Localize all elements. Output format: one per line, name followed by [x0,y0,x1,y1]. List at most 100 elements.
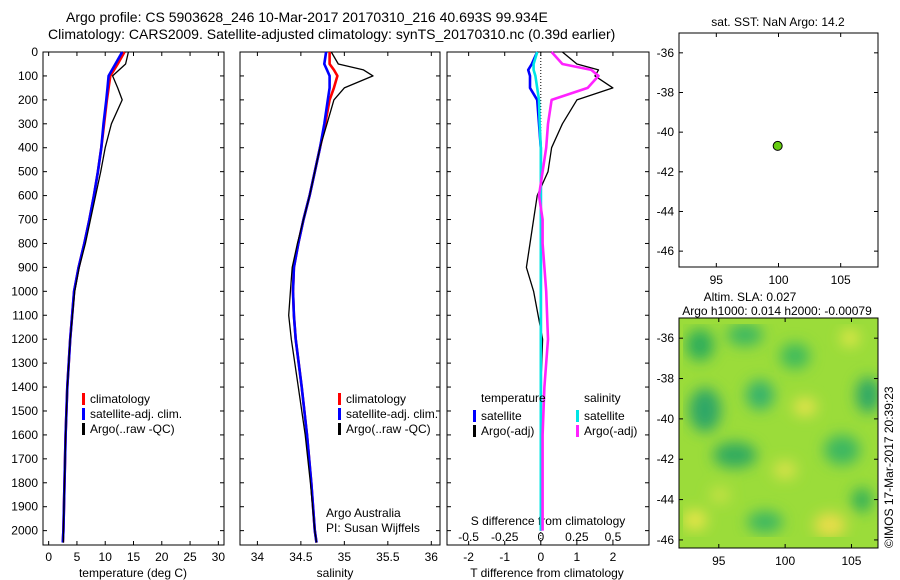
temperature-legend-label: satellite-adj. clim. [90,407,182,421]
depth-tick-label: 700 [18,213,38,227]
altimetry-y-tick-label: -40 [657,412,675,426]
depth-tick-label: 1700 [11,452,38,466]
salinity-legend-label: satellite-adj. clim. [346,407,438,421]
difference-legend-label: Argo(-adj) [481,424,534,438]
temperature-legend-label: Argo(..raw -QC) [90,422,175,436]
difference-top-tick-label: -0.5 [458,530,479,544]
difference-top-tick-label: -0.25 [491,530,519,544]
depth-tick-label: 1000 [11,284,38,298]
salinity-series-line [291,52,339,543]
temperature-x-tick-label: 5 [74,550,81,564]
altimetry-y-tick-label: -36 [657,331,675,345]
altimetry-y-tick-label: -38 [657,372,675,386]
location-sst-x-tick-label: 95 [710,273,724,287]
location-sst-y-tick-label: -36 [657,46,675,60]
location-sst-x-tick-label: 100 [768,273,788,287]
temperature-legend-swatch [82,423,85,435]
temperature-legend-swatch [82,408,85,420]
location-sst-x-tick-label: 105 [831,273,851,287]
figure-title: Argo profile: CS 5903628_246 10-Mar-2017… [66,9,548,25]
depth-tick-label: 1100 [12,308,38,322]
location-sst-y-tick-label: -42 [657,165,675,179]
difference-top-xlabel: S difference from climatology [471,514,626,528]
salinity-x-tick-label: 35.5 [376,550,400,564]
salinity-legend-label: climatology [346,392,406,406]
difference-legend-label: satellite [481,409,522,423]
altimetry-x-tick-label: 95 [712,554,726,568]
difference-x-tick-label: 2 [610,550,617,564]
difference-top-tick-label: 0.25 [565,530,589,544]
depth-tick-label: 1800 [11,476,38,490]
difference-x-tick-label: 1 [574,550,581,564]
temperature-x-tick-label: 20 [155,550,169,564]
temperature-x-tick-label: 25 [183,550,197,564]
temperature-xlabel: temperature (deg C) [79,566,187,580]
temperature-x-tick-label: 30 [212,550,226,564]
salinity-annotation-org: Argo Australia [326,506,401,520]
salinity-legend-swatch [338,423,341,435]
chart-marks: 0100200300400500600700800900100011001200… [11,33,878,568]
difference-legend-swatch [473,425,476,437]
altimetry-heatmap [679,318,878,548]
altimetry-y-tick-label: -42 [657,452,675,466]
salinity-series-line [288,51,374,543]
difference-legend-swatch [473,410,476,422]
salinity-legend-label: Argo(..raw -QC) [346,422,431,436]
depth-tick-label: 1500 [11,404,38,418]
temperature-legend-swatch [82,393,85,405]
depth-tick-label: 800 [18,236,38,250]
altimetry-y-tick-label: -44 [657,493,675,507]
temperature-legend-label: climatology [90,392,150,406]
temperature-x-tick-label: 0 [45,550,52,564]
location-sst-y-tick-label: -46 [657,244,675,258]
depth-tick-label: 500 [18,165,38,179]
salinity-xlabel: salinity [317,566,354,580]
depth-tick-label: 400 [18,141,38,155]
difference-legend-label: Argo(-adj) [584,424,637,438]
altimetry-x-tick-label: 105 [841,554,861,568]
salinity-x-tick-label: 36 [425,550,439,564]
temperature-series-line [62,51,130,543]
salinity-legend-swatch [338,408,341,420]
depth-tick-label: 0 [31,45,38,59]
location-sst-y-tick-label: -38 [657,85,675,99]
depth-tick-label: 1400 [11,380,38,394]
difference-plot-frame [446,51,650,546]
salinity-annotation-pi: PI: Susan Wijffels [326,521,420,535]
depth-tick-label: 600 [18,189,38,203]
depth-tick-label: 1600 [11,428,38,442]
depth-tick-label: 1300 [11,356,38,370]
difference-top-tick-label: 0.5 [605,530,622,544]
salinity-x-tick-label: 34.5 [289,550,313,564]
location-sst-y-tick-label: -40 [657,125,675,139]
difference-legend-label: satellite [584,409,625,423]
salinity-x-tick-label: 34 [251,550,265,564]
temperature-series-line [61,51,126,543]
salinity-plot-frame [239,51,441,546]
difference-x-tick-label: -2 [463,550,474,564]
depth-tick-label: 2000 [11,524,38,538]
altimetry-x-tick-label: 100 [775,554,795,568]
depth-tick-label: 100 [18,69,38,83]
difference-legend-swatch [576,410,579,422]
difference-x-tick-label: -1 [499,550,510,564]
depth-tick-label: 900 [18,260,38,274]
location-sst-y-tick-label: -44 [657,204,675,218]
depth-tick-label: 300 [18,117,38,131]
difference-top-tick-label: 0 [537,530,544,544]
temperature-x-tick-label: 15 [127,550,141,564]
difference-legend-header: salinity [584,391,621,405]
copyright-text: ©IMOS 17-Mar-2017 20:39:23 [882,386,896,548]
float-location-marker [772,140,783,151]
altimetry-y-tick-label: -46 [657,533,675,547]
salinity-legend-swatch [338,393,341,405]
altimetry-map-title: Altim. SLA: 0.027 [704,290,797,304]
altimetry-map-subtitle: Argo h1000: 0.014 h2000: -0.00079 [682,304,872,318]
difference-xlabel: T difference from climatology [470,566,624,580]
depth-tick-label: 1900 [11,500,38,514]
temperature-plot-frame [42,51,225,546]
depth-tick-label: 1200 [11,332,38,346]
salinity-series-line [291,51,331,543]
salinity-x-tick-label: 35 [338,550,352,564]
